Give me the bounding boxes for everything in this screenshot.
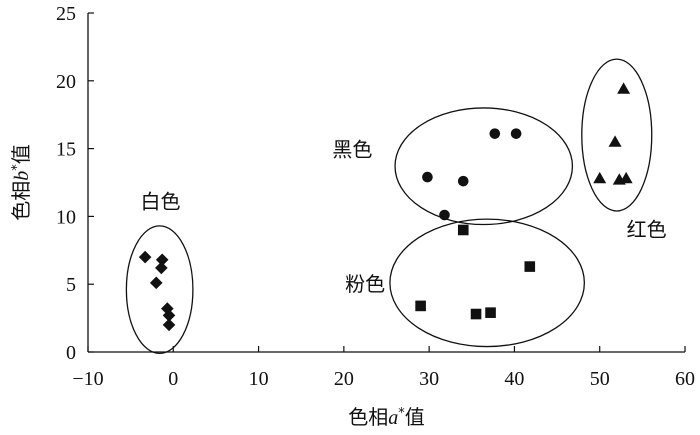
point-square-5: [485, 307, 496, 318]
point-triangle-3: [593, 171, 607, 184]
group-label-1: 白色: [140, 189, 180, 213]
point-circle-4: [457, 175, 469, 187]
point-diamond-2: [155, 253, 169, 267]
point-square-2: [524, 261, 536, 272]
group-ellipses: [125, 58, 653, 355]
point-diamond-4: [149, 276, 163, 290]
point-square-1: [457, 224, 469, 236]
point-triangle-5: [619, 171, 633, 184]
x-tick-label-50: 50: [590, 368, 610, 390]
point-circle-2: [510, 128, 522, 139]
y-tick-label-25: 25: [56, 3, 76, 25]
point-diamond-6: [162, 309, 176, 322]
data-markers: [138, 82, 633, 332]
point-diamond-3: [155, 261, 168, 275]
group-label-2: 黑色: [332, 138, 372, 162]
x-tick-label-neg10: −10: [72, 368, 103, 390]
x-tick-label-0: 0: [168, 368, 178, 390]
point-diamond-7: [162, 318, 176, 332]
point-triangle-1: [617, 82, 631, 94]
y-tick-label-5: 5: [66, 274, 76, 296]
y-tick-label-0: 0: [66, 342, 76, 364]
point-diamond-1: [138, 250, 152, 264]
point-square-4: [470, 308, 482, 320]
point-triangle-2: [608, 135, 622, 147]
group-ellipse-2: [394, 107, 574, 226]
y-tick-label-15: 15: [56, 139, 76, 161]
x-tick-label-30: 30: [419, 368, 439, 390]
x-tick-label-60: 60: [675, 368, 695, 390]
group-label-3: 粉色: [345, 272, 385, 296]
group-ellipse-4: [581, 58, 653, 212]
group-ellipse-3: [389, 218, 586, 348]
y-tick-label-20: 20: [56, 71, 76, 93]
point-circle-1: [489, 128, 501, 139]
group-ellipse-1: [125, 225, 194, 355]
x-tick-label-40: 40: [504, 368, 524, 390]
group-label-4: 红色: [627, 218, 667, 242]
point-circle-3: [422, 171, 433, 183]
x-tick-label-20: 20: [334, 368, 354, 390]
x-tick-label-10: 10: [249, 368, 269, 390]
y-tick-label-10: 10: [56, 206, 76, 228]
x-axis-title: 色相a*值: [348, 405, 425, 429]
point-square-3: [415, 300, 426, 312]
y-axis-title: 色相b*值: [9, 144, 33, 221]
chart-axes: 0 5 10 15 20 25 −10 0 10 20 30 40 50 60: [56, 3, 695, 390]
point-circle-5: [439, 209, 450, 221]
